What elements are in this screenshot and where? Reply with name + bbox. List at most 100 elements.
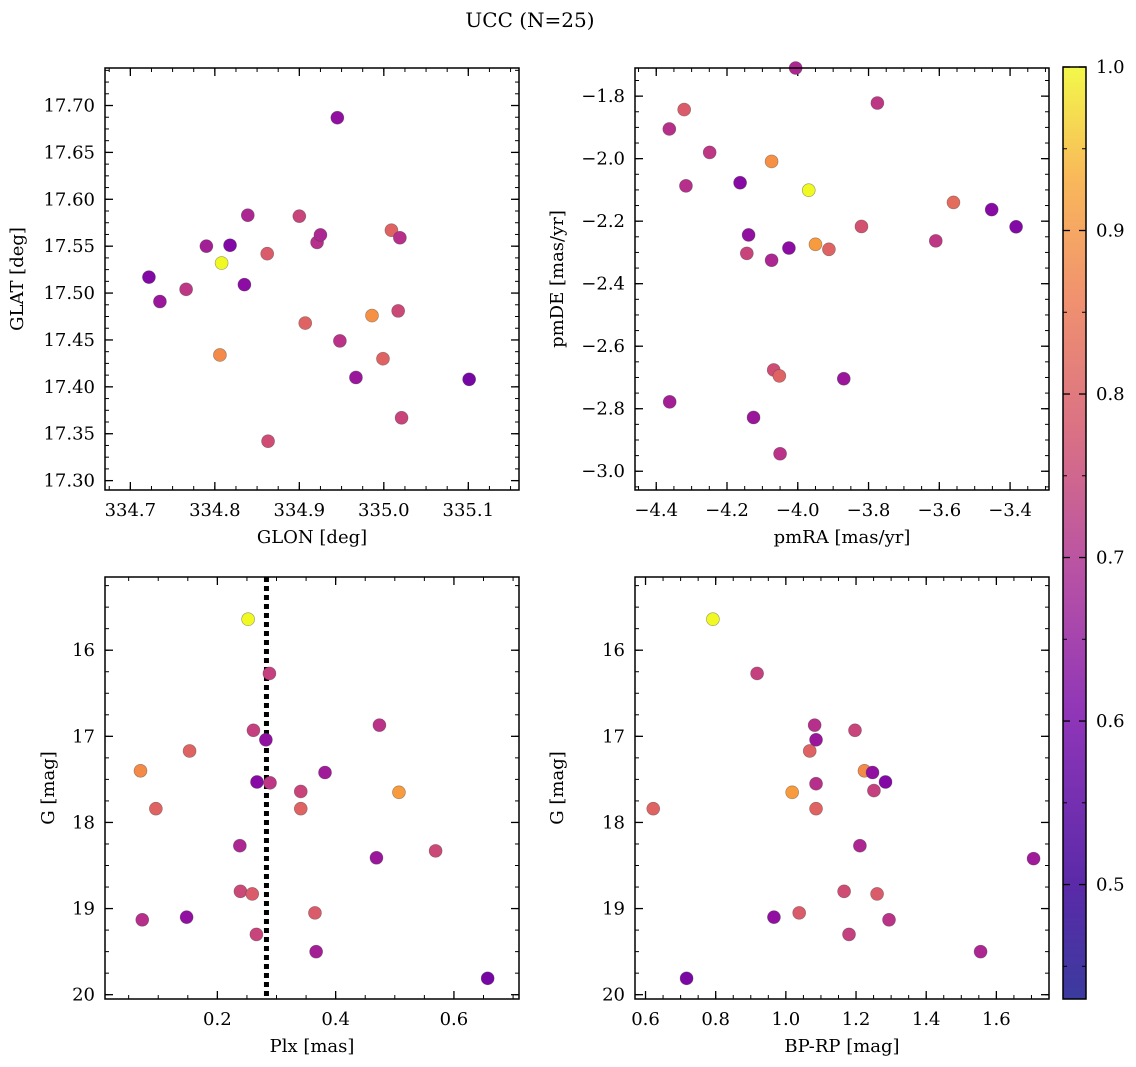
scatter-point <box>223 238 237 253</box>
scatter-point <box>809 801 823 816</box>
scatter-point <box>764 154 779 169</box>
panel-pmra-pmde: −4.4 −4.2 −4.0 −3.8 −3.6 −3.4 −3.0 −2.8 −2.6 −2.4… <box>547 61 1050 548</box>
scatter-point <box>702 145 717 160</box>
panel-plx-g: 0.2 0.4 0.6 16 17 18 19 20 Plx [mas] G [mag] <box>38 576 520 1057</box>
x-tick-label: 0.6 <box>631 1009 660 1030</box>
x-tick-label: 1.6 <box>982 1009 1011 1030</box>
x-tick-label: 1.4 <box>912 1009 941 1030</box>
scatter-point <box>946 195 961 210</box>
scatter-point <box>870 887 884 901</box>
scatter-point <box>706 612 720 627</box>
scatter-point <box>809 732 823 747</box>
y-tick-label: 17.35 <box>43 424 95 445</box>
scatter-point <box>848 723 862 738</box>
scatter-points <box>646 612 1041 986</box>
scatter-point <box>679 179 693 193</box>
x-tick-label: 1.2 <box>842 1009 871 1030</box>
scatter-point <box>330 110 345 125</box>
y-tick-label: 18 <box>602 812 625 833</box>
scatter-point <box>772 369 787 383</box>
y-tick-label: 19 <box>72 899 95 920</box>
y-tick-label: −2.6 <box>581 336 625 357</box>
figure-title: UCC (N=25) <box>465 8 594 32</box>
scatter-point <box>741 228 756 242</box>
scatter-points <box>662 61 1023 461</box>
scatter-point <box>142 270 156 284</box>
scatter-point <box>259 732 273 747</box>
scatter-point <box>867 783 881 798</box>
scatter-point <box>179 282 193 297</box>
x-tick-label: 334.9 <box>274 500 326 521</box>
y-tick-label: −2.2 <box>581 211 625 232</box>
colorbar-tick-label: 0.9 <box>1096 221 1125 242</box>
major-ticks <box>105 68 519 490</box>
y-tick-label: −2.0 <box>581 149 625 170</box>
x-tick-label: 1.0 <box>772 1009 801 1030</box>
colorbar: 0.5 0.6 0.7 0.8 0.9 1.0 <box>1062 57 1125 1000</box>
x-tick-label: −3.4 <box>988 500 1032 521</box>
scatter-point <box>237 277 252 292</box>
scatter-point <box>394 410 409 425</box>
scatter-point <box>740 246 754 261</box>
scatter-point <box>308 906 322 920</box>
y-tick-label: 17.70 <box>43 96 95 117</box>
colorbar-tick-label: 1.0 <box>1096 57 1125 78</box>
scatter-point <box>865 765 880 780</box>
minor-ticks <box>105 68 519 490</box>
scatter-point <box>313 228 328 242</box>
scatter-point <box>214 256 229 270</box>
scatter-point <box>250 775 264 789</box>
panel-bprp-g: 0.6 0.8 1.0 1.2 1.4 1.6 16 17 18 19 20 BP-RP [mag] G… <box>547 576 1050 1057</box>
scatter-point <box>807 718 822 732</box>
scatter-point <box>369 850 384 865</box>
x-tick-label: 335.1 <box>443 500 495 521</box>
y-tick-label: 17 <box>602 726 625 747</box>
scatter-point <box>928 234 943 248</box>
y-tick-label: 17.40 <box>43 377 95 398</box>
y-tick-label: −2.8 <box>581 399 625 420</box>
y-tick-label: 17.60 <box>43 189 95 210</box>
major-ticks <box>635 577 1049 999</box>
scatter-point <box>808 237 823 252</box>
y-tick-label: 17.65 <box>43 142 95 163</box>
scatter-point <box>245 887 260 901</box>
scatter-point <box>213 348 227 362</box>
scatter-point <box>182 744 197 758</box>
y-tick-label: 16 <box>602 640 625 661</box>
scatter-point <box>679 971 694 986</box>
y-tick-label: −2.4 <box>581 274 625 295</box>
scatter-point <box>249 927 264 942</box>
scatter-point <box>973 944 988 959</box>
colorbar-ticks: 0.5 0.6 0.7 0.8 0.9 1.0 <box>1063 57 1125 967</box>
x-tick-label: −4.0 <box>776 500 820 521</box>
scatter-point <box>733 175 747 190</box>
scatter-point <box>842 927 856 942</box>
scatter-point <box>870 96 885 110</box>
scatter-point <box>750 666 764 681</box>
scatter-point <box>646 801 661 816</box>
scatter-point <box>462 372 476 387</box>
scatter-point <box>393 230 407 245</box>
scatter-point <box>480 971 495 986</box>
scatter-point <box>261 434 275 449</box>
y-tick-label: 20 <box>602 985 625 1006</box>
colorbar-gradient <box>1062 66 1087 1000</box>
axes-frame <box>104 67 520 491</box>
y-axis-label: G [mag] <box>38 751 59 824</box>
y-tick-label: 17.50 <box>43 283 95 304</box>
x-tick-label: 334.8 <box>189 500 241 521</box>
scatter-point <box>260 246 275 261</box>
y-tick-label: 19 <box>602 899 625 920</box>
scatter-point <box>802 744 817 758</box>
scatter-point <box>809 776 823 791</box>
scatter-point <box>792 906 806 920</box>
scatter-point <box>153 294 167 309</box>
minor-ticks <box>635 68 1049 490</box>
scatter-point <box>372 718 387 732</box>
x-tick-label: 334.7 <box>105 500 157 521</box>
y-tick-label: −1.8 <box>581 86 625 107</box>
scatter-point <box>764 253 779 268</box>
scatter-point <box>318 765 332 780</box>
scatter-point <box>263 776 277 790</box>
scatter-point <box>179 910 194 924</box>
